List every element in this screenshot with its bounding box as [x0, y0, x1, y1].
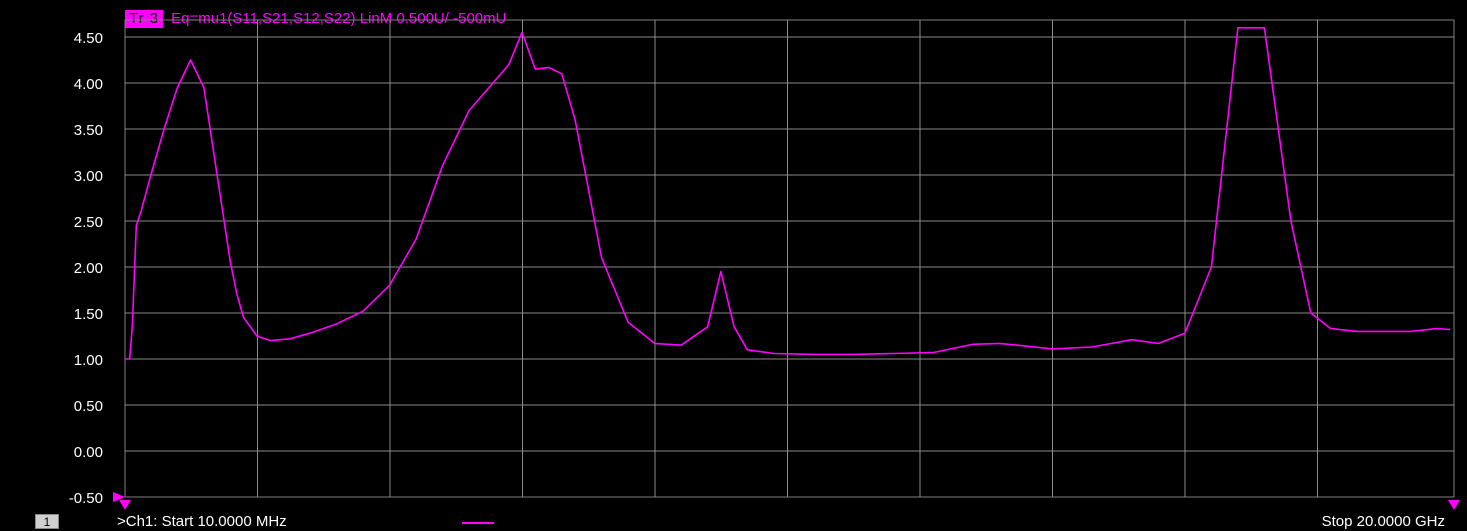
footer-bar: 1 >Ch1: Start 10.0000 MHz Stop 20.0000 G…	[0, 511, 1467, 531]
start-marker	[119, 500, 131, 510]
stop-marker	[1448, 500, 1460, 510]
y-tick-label: 3.00	[74, 168, 103, 185]
y-tick-label: 1.50	[74, 306, 103, 323]
plot-frame	[124, 19, 1455, 498]
y-tick-label: 2.00	[74, 260, 103, 277]
trace-equation: Eq=mu1(S11,S21,S12,S22) LinM 0.500U/ -50…	[171, 10, 507, 27]
trace-badge[interactable]: Tr 3	[125, 10, 164, 28]
y-tick-label: 0.50	[74, 398, 103, 415]
y-tick-label: 4.50	[74, 30, 103, 47]
trace-header: Tr 3 Eq=mu1(S11,S21,S12,S22) LinM 0.500U…	[125, 10, 506, 28]
stop-frequency: Stop 20.0000 GHz	[1321, 513, 1445, 530]
chart-svg: 4.50 4.00 3.50 3.00 2.50 2.00 1.50 1.00 0.50 0.00…	[69, 19, 1460, 510]
y-tick-label: 0.00	[74, 444, 103, 461]
y-tick-label: 4.00	[74, 76, 103, 93]
y-tick-label: 2.50	[74, 214, 103, 231]
y-tick-labels: 4.50 4.00 3.50 3.00 2.50 2.00 1.50 1.00 0.50 0.00…	[69, 30, 103, 507]
y-tick-label: 3.50	[74, 122, 103, 139]
y-tick-label: 1.00	[74, 352, 103, 369]
grid	[124, 19, 1455, 498]
trace-line	[125, 27, 1451, 360]
trace-legend-line	[462, 522, 494, 524]
reference-level-marker[interactable]	[113, 492, 125, 502]
ref-markers	[113, 492, 1460, 510]
start-frequency: >Ch1: Start 10.0000 MHz	[117, 513, 287, 530]
channel-badge[interactable]: 1	[35, 514, 59, 529]
y-tick-label: -0.50	[69, 490, 103, 507]
